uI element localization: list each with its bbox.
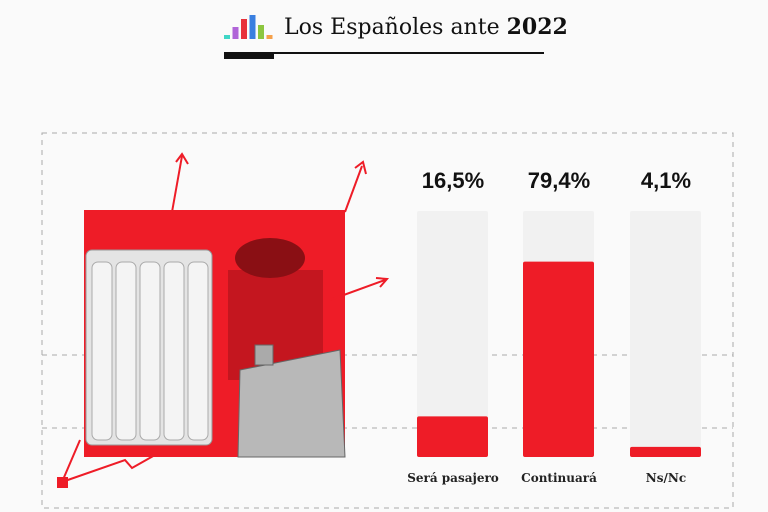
category-label: Ns/Nc [645,471,687,485]
bar-track [630,211,701,457]
header: Los Españoles ante 2022 [224,12,568,60]
logo-bar [249,15,256,39]
logo-bar [258,25,264,39]
title-prefix: Los Españoles ante [284,15,500,40]
title-rule-accent [224,52,274,59]
bar-chart-logo-icon [224,15,273,39]
category-label: Continuará [521,471,597,485]
bar [630,446,701,457]
logo-bar [241,19,247,39]
value-label: 16,5% [421,168,485,193]
red-square-marker [57,477,68,488]
arrows [61,152,390,483]
title-rule [224,52,544,54]
title-year: 2022 [506,14,568,40]
value-label: 4,1% [640,168,692,193]
logo-bar [266,35,273,39]
value-label: 79,4% [527,168,591,193]
logo-bar [232,27,239,39]
bar-track [417,211,488,457]
logo-bar [224,35,230,39]
bar [523,261,594,457]
radiator-image [85,249,213,446]
jerrycan-image [237,344,346,458]
category-label: Será pasajero [407,471,499,485]
dashed-frame [41,132,734,509]
page-title: Los Españoles ante 2022 [284,14,568,40]
bar [417,416,488,457]
